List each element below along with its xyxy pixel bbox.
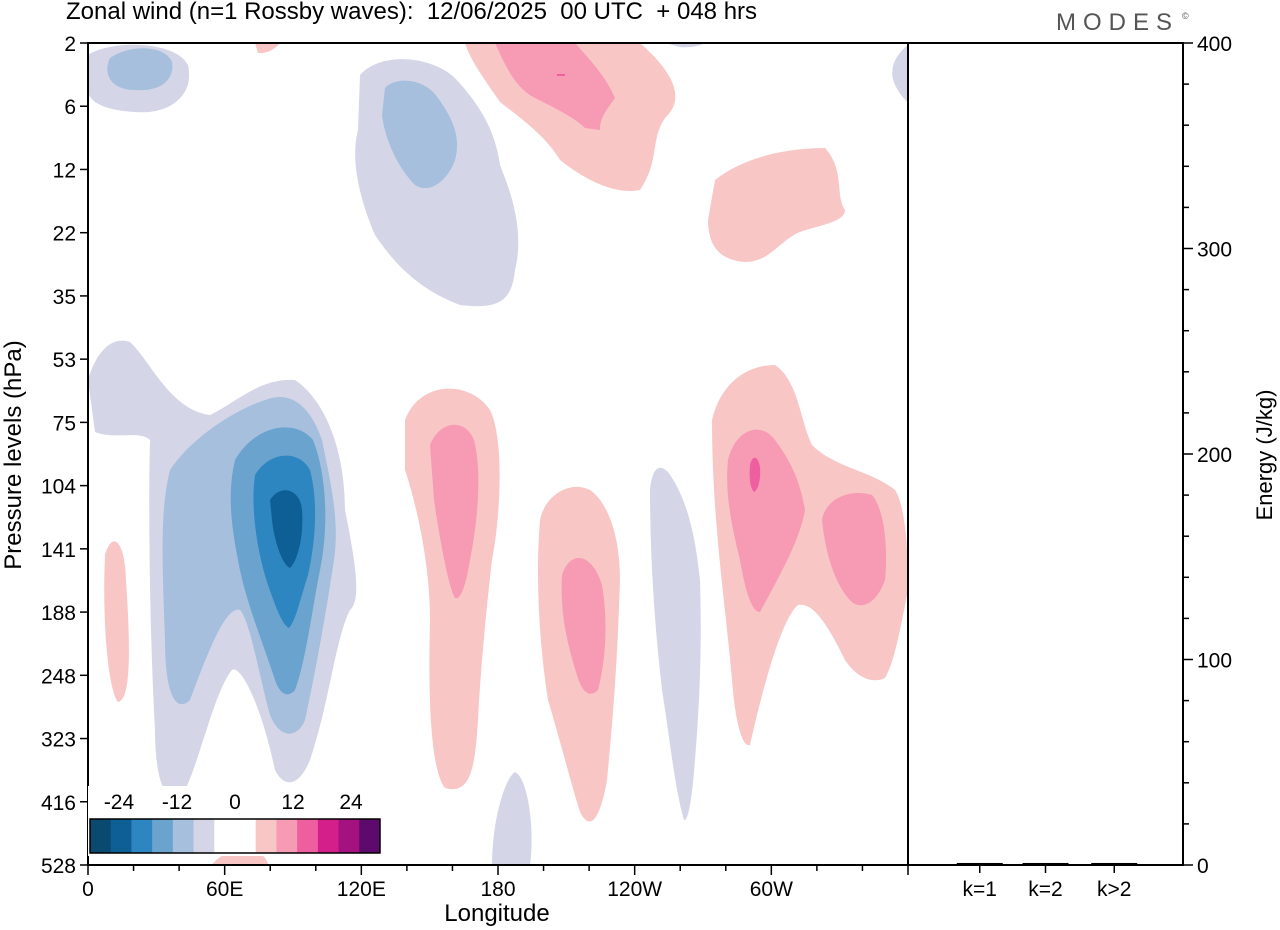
colorbar-swatch (110, 819, 132, 853)
colorbar: -24 -12 0 12 24 (88, 786, 382, 856)
y-tick-label: 323 (41, 729, 76, 752)
y-axis-label-energy: Energy (J/kg) (1252, 389, 1277, 521)
energy-bar (1091, 862, 1138, 865)
y-tick-label: 75 (53, 412, 76, 435)
y-tick-label: 12 (53, 159, 76, 182)
x-tick-label: 60W (750, 878, 793, 901)
x-tick-label: 60E (206, 878, 243, 901)
energy-panel-frame (907, 42, 1184, 866)
colorbar-swatch (172, 819, 195, 853)
y-axis-energy: 0 100 200 300 400 (1183, 33, 1232, 878)
y-axis-pressure: 2 6 12 22 35 53 75 104 141 188 248 323 416 528 (41, 33, 88, 878)
y-tick-label: 528 (41, 855, 76, 878)
colorbar-swatch (317, 819, 340, 853)
y-tick-label: 22 (53, 223, 76, 246)
x-tick-label: 120E (337, 878, 386, 901)
contour-neg-weak (665, 43, 705, 48)
y-tick-label: 2 (64, 33, 76, 56)
colorbar-swatch (276, 819, 298, 853)
energy-category-label: k>2 (1097, 878, 1131, 901)
contour-field (88, 43, 908, 865)
colorbar-swatch (297, 819, 319, 853)
energy-category-label: k=1 (963, 878, 997, 901)
contour-pos (561, 558, 606, 694)
contour-pos-weak (708, 148, 845, 262)
contour-neg (382, 80, 458, 189)
brand-logo: MODES (1056, 9, 1180, 36)
contour-neg (107, 48, 173, 91)
energy-bar (1022, 862, 1069, 865)
contour-pos-strong (749, 457, 761, 492)
y-tick-label: 104 (41, 476, 76, 499)
y-axis-label-pressure: Pressure levels (hPa) (0, 340, 27, 570)
colorbar-tick-label: 12 (281, 791, 304, 814)
y-tick-label: 35 (53, 286, 76, 309)
colorbar-swatch (359, 819, 381, 853)
x-axis-longitude: 0 60E 120E 180 120W 60W (82, 865, 909, 901)
energy-bar (956, 862, 1003, 865)
energy-tick-label: 0 (1197, 855, 1209, 878)
colorbar-swatch (152, 819, 174, 853)
contour-pos (727, 429, 805, 613)
colorbar-swatch (235, 819, 257, 853)
contour-pos-weak (104, 541, 129, 702)
colorbar-swatch (131, 819, 153, 853)
x-tick-label: 180 (480, 878, 515, 901)
contour-pos-weak (255, 43, 280, 54)
colorbar-tick-label: 24 (339, 791, 363, 814)
energy-category-label: k=2 (1028, 878, 1062, 901)
y-tick-label: 6 (64, 96, 76, 119)
contour-pos-strong (557, 74, 565, 76)
y-tick-label: 188 (41, 602, 76, 625)
colorbar-swatch (193, 819, 215, 853)
colorbar-tick-label: -24 (104, 791, 135, 814)
y-tick-label: 141 (41, 539, 76, 562)
colorbar-swatch (90, 819, 112, 853)
y-tick-label: 248 (41, 665, 76, 688)
x-axis-label: Longitude (444, 900, 550, 927)
y-tick-label: 416 (41, 792, 76, 815)
contour-neg-max (270, 490, 303, 568)
colorbar-frame (89, 818, 381, 854)
energy-bars: k=1 k=2 k>2 (956, 862, 1138, 901)
brand-copyright-mark: © (1182, 11, 1189, 21)
colorbar-tick-label: -12 (162, 791, 192, 814)
energy-tick-label: 100 (1197, 650, 1232, 673)
contour-pos (495, 43, 615, 130)
y-tick-label: 53 (53, 349, 76, 372)
energy-tick-label: 400 (1197, 33, 1232, 56)
x-tick-label: 0 (82, 878, 94, 901)
colorbar-swatch (338, 819, 360, 853)
colorbar-swatch (214, 819, 236, 853)
contour-neg-weak (892, 45, 908, 102)
energy-tick-label: 200 (1197, 444, 1232, 467)
colorbar-tick-label: 0 (229, 791, 241, 814)
energy-tick-label: 300 (1197, 239, 1232, 262)
contour-pos (430, 424, 479, 599)
colorbar-swatch (255, 819, 277, 853)
contour-neg-weak (492, 772, 532, 865)
x-tick-label: 120W (607, 878, 662, 901)
contour-neg-weak (650, 467, 701, 821)
contour-pos (822, 492, 887, 606)
chart-title: Zonal wind (n=1 Rossby waves): 12/06/202… (66, 0, 758, 25)
